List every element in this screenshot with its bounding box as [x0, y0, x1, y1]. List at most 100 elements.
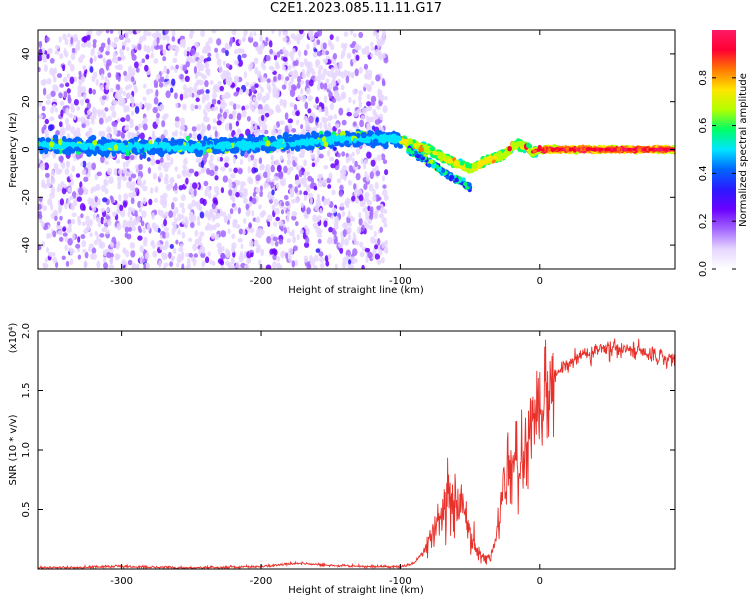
- noise-mark: [69, 64, 75, 72]
- ridge-mark: [131, 147, 138, 154]
- noise-mark: [45, 36, 50, 42]
- noise-mark: [248, 222, 252, 230]
- noise-mark: [63, 48, 67, 56]
- noise-mark: [288, 81, 292, 87]
- noise-mark: [188, 32, 194, 40]
- noise-mark: [102, 112, 107, 119]
- noise-mark: [252, 41, 259, 48]
- noise-mark: [278, 30, 282, 37]
- noise-mark: [134, 106, 140, 114]
- noise-mark: [303, 194, 308, 202]
- noise-mark: [61, 186, 67, 195]
- noise-mark: [152, 106, 158, 114]
- noise-mark: [204, 256, 210, 264]
- noise-mark: [49, 67, 55, 76]
- ridge-mark: [151, 148, 159, 153]
- noise-mark: [235, 191, 240, 198]
- noise-mark: [358, 217, 363, 226]
- noise-mark: [81, 169, 87, 176]
- noise-mark: [180, 243, 184, 249]
- noise-mark: [68, 113, 74, 118]
- noise-mark: [194, 229, 199, 237]
- noise-mark: [237, 207, 241, 215]
- noise-mark: [370, 52, 374, 58]
- noise-mark: [227, 178, 232, 184]
- noise-mark: [275, 182, 280, 189]
- noise-mark: [349, 43, 356, 49]
- noise-mark: [197, 104, 202, 111]
- noise-mark: [260, 248, 265, 257]
- noise-mark: [288, 64, 292, 71]
- noise-mark: [179, 39, 183, 48]
- noise-mark: [378, 213, 385, 219]
- noise-mark: [87, 30, 93, 35]
- noise-mark: [204, 63, 209, 68]
- noise-mark: [131, 262, 137, 269]
- noise-mark: [284, 30, 288, 37]
- noise-mark: [54, 215, 58, 222]
- noise-mark: [200, 72, 205, 79]
- noise-mark: [38, 196, 43, 203]
- noise-mark: [192, 243, 198, 251]
- noise-mark: [289, 70, 294, 76]
- noise-mark: [41, 53, 47, 61]
- noise-mark: [38, 48, 43, 57]
- noise-mark: [323, 220, 328, 228]
- noise-mark: [315, 116, 320, 123]
- noise-mark: [100, 73, 105, 80]
- noise-mark: [309, 182, 314, 189]
- noise-mark: [177, 229, 181, 236]
- noise-mark: [344, 42, 348, 49]
- noise-mark: [375, 32, 379, 40]
- ridge-mark: [81, 144, 89, 151]
- noise-mark: [38, 203, 42, 211]
- noise-mark: [162, 254, 168, 261]
- noise-mark: [88, 87, 93, 95]
- noise-mark: [109, 30, 114, 34]
- noise-mark: [243, 217, 247, 224]
- noise-mark: [54, 50, 60, 55]
- noise-mark: [327, 115, 333, 121]
- noise-mark: [56, 221, 61, 226]
- noise-mark: [143, 44, 147, 52]
- noise-mark: [364, 196, 369, 203]
- noise-mark: [352, 88, 358, 96]
- noise-mark: [257, 103, 263, 111]
- noise-mark: [221, 47, 227, 54]
- noise-mark: [346, 107, 351, 114]
- noise-mark: [270, 239, 275, 246]
- noise-mark: [165, 183, 172, 191]
- noise-mark: [251, 106, 256, 113]
- noise-mark: [229, 37, 234, 45]
- noise-mark: [384, 248, 389, 255]
- noise-mark: [86, 161, 92, 169]
- noise-mark: [109, 105, 115, 112]
- noise-mark: [294, 156, 298, 163]
- noise-mark: [177, 253, 182, 259]
- noise-mark: [273, 55, 278, 61]
- noise-mark: [222, 111, 228, 120]
- noise-mark: [316, 233, 323, 238]
- noise-mark: [136, 130, 140, 136]
- noise-mark: [276, 51, 281, 58]
- noise-mark: [313, 185, 318, 191]
- noise-mark: [202, 260, 206, 266]
- noise-mark: [126, 92, 132, 99]
- noise-mark: [121, 153, 125, 160]
- ridge-mark: [459, 160, 465, 166]
- noise-mark: [192, 182, 198, 190]
- noise-mark: [292, 48, 296, 55]
- noise-mark: [44, 172, 50, 179]
- noise-mark: [41, 126, 45, 134]
- noise-mark: [171, 227, 176, 236]
- noise-mark: [158, 82, 164, 88]
- noise-mark: [176, 174, 181, 179]
- noise-mark: [256, 233, 263, 239]
- noise-mark: [170, 65, 175, 71]
- noise-mark: [100, 207, 106, 213]
- noise-mark: [374, 48, 380, 57]
- ridge-mark: [83, 149, 90, 155]
- noise-mark: [284, 112, 289, 120]
- noise-mark: [124, 155, 130, 161]
- noise-mark: [130, 250, 136, 258]
